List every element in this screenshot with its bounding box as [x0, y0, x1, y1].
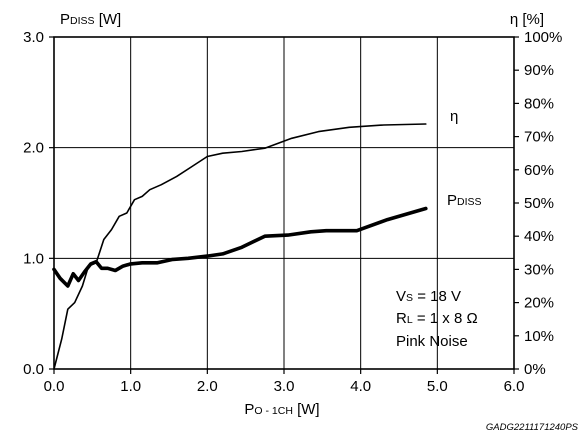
x-tick-label: 1.0 [120, 378, 141, 395]
series-layer [52, 123, 428, 370]
series-label-eta: η [450, 108, 458, 125]
right-tick-label: 30% [524, 261, 554, 278]
right-tick-label: 70% [524, 129, 554, 146]
x-tick-label: 4.0 [350, 378, 371, 395]
x-tick-label: 3.0 [274, 378, 295, 395]
right-tick-label: 90% [524, 62, 554, 79]
right-tick-label: 0% [524, 361, 546, 378]
figure-code: GADG2211171240PS [486, 422, 579, 433]
right-tick-label: 80% [524, 95, 554, 112]
right-tick-label: 60% [524, 162, 554, 179]
right-tick-label: 10% [524, 328, 554, 345]
left-tick-label: 2.0 [23, 140, 44, 157]
tick-labels: 0.0 1.0 2.0 3.0 4.0 5.0 6.0 0.0 1.0 2.0 3.0 0% 10% 20… [23, 29, 562, 395]
series-label-pdiss: PDISS [447, 192, 482, 209]
x-axis-label: PO - 1CH [W] [244, 401, 319, 418]
series-line-pdiss [52, 206, 428, 288]
annotation-vs: VS = 18 V [396, 288, 461, 305]
x-tick-label: 0.0 [44, 378, 65, 395]
left-axis-label: PDISS [W] [60, 11, 121, 28]
x-tick-label: 5.0 [427, 378, 448, 395]
series-line-eta [53, 123, 427, 370]
left-tick-label: 0.0 [23, 361, 44, 378]
grid [54, 37, 514, 369]
annotation-rl: RL = 1 x 8 Ω [396, 310, 478, 327]
right-tick-label: 100% [524, 29, 562, 46]
right-axis-label: η [%] [510, 11, 544, 28]
x-tick-label: 6.0 [504, 378, 525, 395]
left-tick-label: 1.0 [23, 250, 44, 267]
x-tick-label: 2.0 [197, 378, 218, 395]
annotation-noise: Pink Noise [396, 333, 468, 350]
right-tick-label: 20% [524, 295, 554, 312]
right-tick-label: 50% [524, 195, 554, 212]
right-tick-label: 40% [524, 228, 554, 245]
left-tick-label: 3.0 [23, 29, 44, 46]
